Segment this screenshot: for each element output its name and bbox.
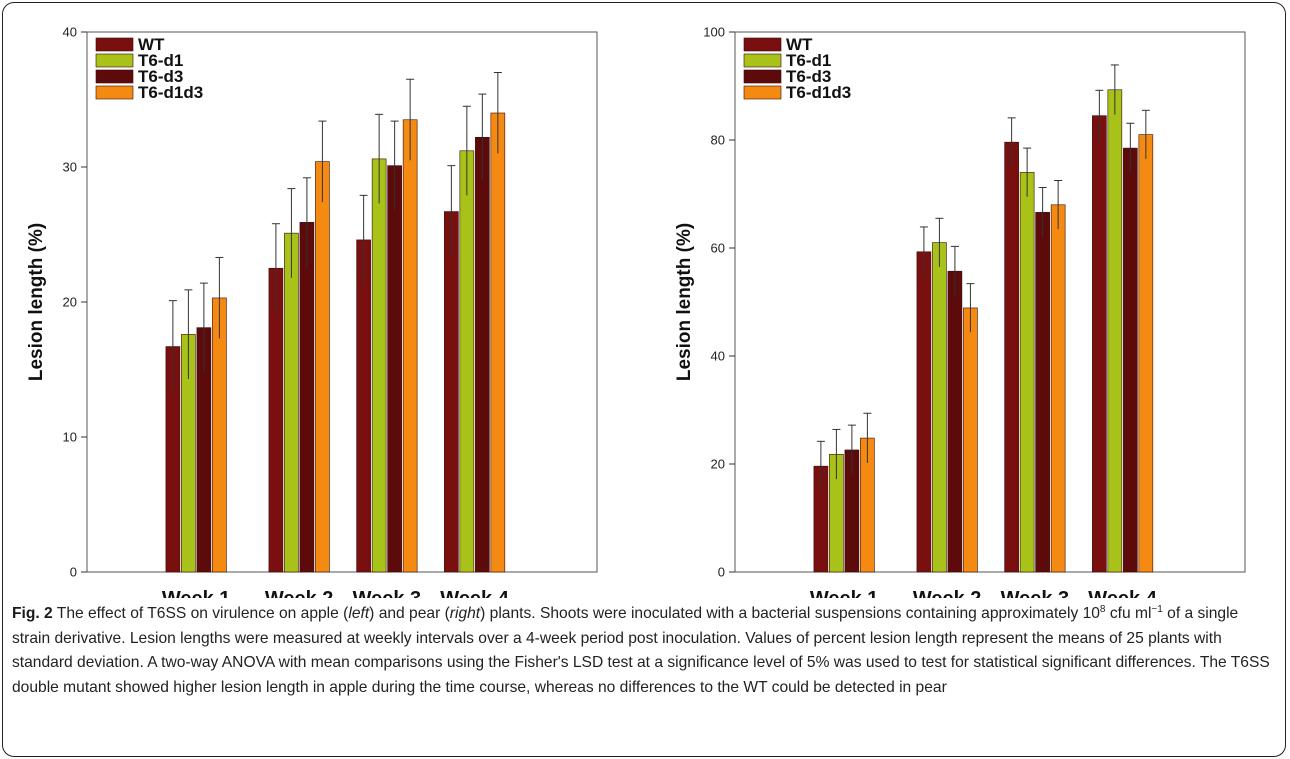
bar [963, 307, 978, 573]
bar [1107, 89, 1123, 573]
x-tick-label: Week 1 [810, 588, 879, 598]
caption-exponent-8: 8 [1099, 603, 1106, 615]
x-tick-label: Week 2 [913, 588, 982, 598]
legend-label: T6-d1d3 [138, 83, 203, 102]
y-tick-label: 60 [711, 241, 725, 256]
legend-label: WT [786, 35, 813, 54]
bar [1035, 212, 1050, 573]
bar [1019, 172, 1035, 573]
legend-label: T6-d1d3 [786, 83, 851, 102]
legend-swatch [743, 53, 782, 68]
plot-area [86, 31, 598, 573]
y-axis-label: Lesion length (%) [674, 223, 695, 381]
y-tick-label: 0 [70, 565, 77, 580]
legend-swatch [95, 69, 134, 84]
caption-after: ) plants. Shoots were inoculated with a … [480, 605, 1100, 622]
bar [947, 270, 963, 573]
bar [1123, 147, 1138, 573]
legend-label: T6-d1 [786, 51, 831, 70]
bar [1092, 115, 1107, 573]
legend-label: T6-d3 [786, 67, 831, 86]
y-tick-label: 10 [63, 430, 77, 445]
legend-swatch [95, 53, 134, 68]
caption-intro: The effect of T6SS on virulence on apple… [56, 605, 349, 622]
plot-area [734, 31, 1246, 573]
y-tick-label: 20 [63, 295, 77, 310]
x-tick-label: Week 3 [353, 588, 422, 598]
bar [299, 222, 315, 573]
bar [402, 119, 418, 573]
legend-swatch [95, 85, 134, 100]
bar [475, 137, 490, 573]
x-tick-label: Week 4 [1088, 588, 1157, 598]
x-tick-label: Week 3 [1001, 588, 1070, 598]
bar [444, 211, 459, 573]
pear-lesion-chart: 0 20 40 60 80 100 Lesion length (%) Week 1 Week … [674, 25, 1246, 598]
legend-label: T6-d1 [138, 51, 183, 70]
apple-lesion-chart: 0 10 20 30 40 Lesion length (%) Week 1 Week 2 We… [26, 25, 598, 598]
legend-swatch [743, 85, 782, 100]
caption-left-word: left [348, 605, 370, 622]
bar [490, 112, 506, 573]
y-tick-label: 40 [711, 349, 725, 364]
bar [268, 267, 284, 573]
y-axis-label: Lesion length (%) [26, 223, 47, 381]
legend-swatch [743, 37, 782, 52]
bar [356, 239, 371, 573]
caption-mid: ) and pear ( [369, 605, 450, 622]
bar [459, 150, 475, 573]
figure-label: Fig. 2 [12, 605, 53, 622]
y-tick-label: 30 [63, 160, 77, 175]
figure-caption: Fig. 2 The effect of T6SS on virulence o… [12, 602, 1280, 700]
legend-swatch [95, 37, 134, 52]
y-tick-label: 20 [711, 457, 725, 472]
bar [1004, 141, 1019, 573]
caption-cfu: cfu ml [1105, 605, 1152, 622]
legend-label: WT [138, 35, 165, 54]
legend-swatch [743, 69, 782, 84]
bar [387, 165, 402, 573]
y-tick-label: 0 [718, 565, 725, 580]
x-tick-label: Week 4 [440, 588, 509, 598]
caption-right-word: right [449, 605, 481, 622]
y-tick-label: 40 [63, 25, 77, 40]
caption-rest: of a single strain derivative. Lesion le… [12, 605, 1270, 696]
bar [1138, 134, 1154, 573]
legend-label: T6-d3 [138, 67, 183, 86]
y-tick-label: 80 [711, 133, 725, 148]
x-tick-label: Week 1 [162, 588, 231, 598]
bar [371, 158, 387, 573]
bar [916, 251, 932, 573]
caption-exponent-neg1: −1 [1151, 603, 1163, 615]
bar [284, 232, 299, 573]
y-tick-label: 100 [703, 25, 725, 40]
bar [315, 161, 330, 573]
bar [1050, 204, 1066, 573]
x-tick-label: Week 2 [265, 588, 334, 598]
bar [212, 297, 227, 573]
bar [932, 242, 947, 573]
